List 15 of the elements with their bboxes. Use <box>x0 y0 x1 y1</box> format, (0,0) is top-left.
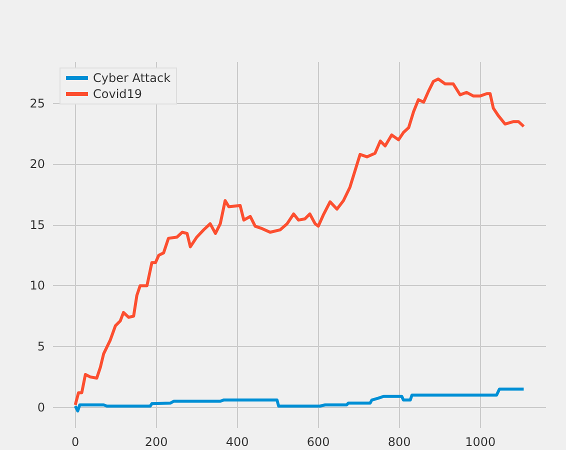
y-tick-label: 0 <box>37 400 45 414</box>
x-tick-label: 0 <box>71 435 80 449</box>
legend-label: Cyber Attack <box>93 71 171 85</box>
x-tick-label: 1000 <box>465 435 496 449</box>
y-tick-label: 15 <box>30 218 45 232</box>
x-tick-label: 200 <box>144 435 168 449</box>
y-tick-label: 10 <box>30 278 45 293</box>
y-tick-label: 20 <box>30 157 45 172</box>
x-tick-label: 400 <box>226 435 249 449</box>
y-tick-label: 5 <box>37 340 45 354</box>
x-tick-label: 800 <box>388 435 411 449</box>
y-tick-label: 25 <box>30 96 45 110</box>
legend-label: Covid19 <box>93 87 142 101</box>
x-tick-label: 600 <box>306 435 330 449</box>
line-series <box>74 388 526 412</box>
